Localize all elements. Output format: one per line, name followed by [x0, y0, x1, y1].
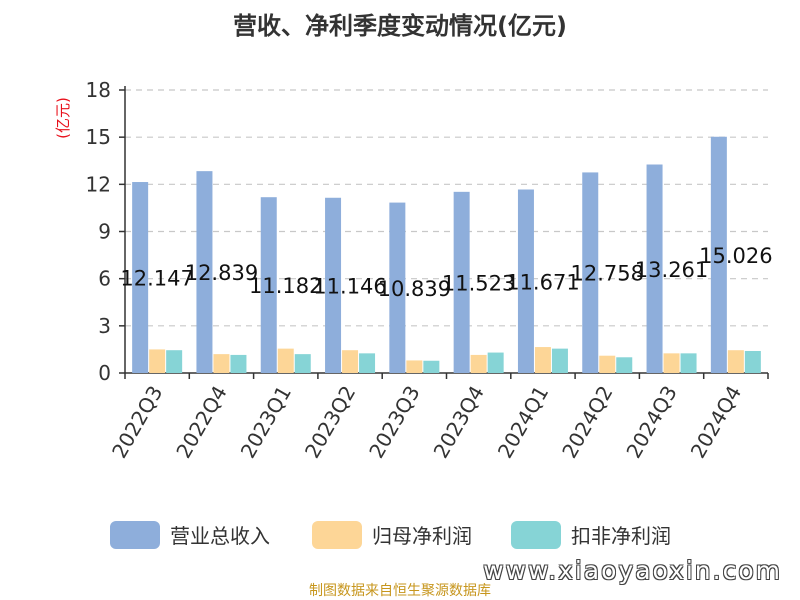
bar-营业总收入-2023Q1 — [260, 197, 277, 373]
source-note: 制图数据来自恒生聚源数据库 — [309, 583, 491, 599]
bar-营业总收入-2022Q3 — [132, 182, 149, 373]
bar-扣非净利润-2024Q1 — [551, 348, 568, 373]
data-labels: 12.14712.83911.18211.14610.83911.52311.6… — [120, 244, 772, 301]
y-tick-label: 12 — [86, 172, 111, 196]
bar-扣非净利润-2023Q1 — [294, 354, 311, 373]
data-label: 15.026 — [699, 244, 772, 268]
legend-swatch — [312, 521, 362, 549]
bar-扣非净利润-2023Q3 — [423, 360, 440, 373]
bar-营业总收入-2023Q3 — [389, 202, 406, 373]
data-label: 11.182 — [249, 274, 322, 298]
bar-归母净利润-2023Q4 — [470, 354, 487, 373]
bar-营业总收入-2024Q3 — [646, 164, 663, 373]
x-tick-label: 2024Q3 — [621, 382, 681, 463]
bar-归母净利润-2023Q1 — [277, 348, 294, 373]
bar-归母净利润-2023Q2 — [342, 350, 359, 373]
data-label: 11.146 — [313, 274, 386, 298]
legend-label: 归母净利润 — [372, 524, 472, 548]
bar-归母净利润-2024Q2 — [599, 355, 616, 373]
x-tick-label: 2022Q3 — [107, 382, 167, 463]
legend: 营业总收入 归母净利润 扣非净利润 — [110, 521, 671, 549]
bar-营业总收入-2023Q2 — [325, 197, 342, 373]
data-label: 13.261 — [635, 258, 708, 282]
bar-营业总收入-2024Q1 — [517, 189, 534, 373]
x-tick-label: 2023Q2 — [300, 382, 360, 463]
bar-扣非净利润-2022Q4 — [230, 354, 247, 373]
data-label: 10.839 — [378, 277, 451, 301]
data-label: 11.523 — [442, 271, 515, 295]
data-label: 12.839 — [185, 261, 258, 285]
bar-归母净利润-2022Q3 — [149, 349, 166, 373]
data-label: 12.758 — [571, 262, 644, 286]
y-tick-label: 3 — [98, 314, 111, 338]
bar-扣非净利润-2024Q3 — [680, 353, 697, 373]
data-label: 11.671 — [506, 270, 579, 294]
x-tick-label: 2023Q3 — [364, 382, 424, 463]
bar-扣非净利润-2023Q2 — [359, 353, 376, 373]
data-label: 12.147 — [120, 267, 193, 291]
bar-营业总收入-2024Q4 — [710, 136, 727, 373]
bar-营业总收入-2024Q2 — [582, 172, 599, 373]
legend-swatch — [110, 521, 160, 549]
chart-title: 营收、净利季度变动情况(亿元) — [233, 12, 567, 40]
x-tick-label: 2023Q1 — [236, 382, 296, 463]
bar-归母净利润-2024Q4 — [727, 350, 744, 373]
y-tick-label: 18 — [86, 78, 111, 102]
x-tick-label: 2024Q2 — [557, 382, 617, 463]
bar-营业总收入-2022Q4 — [196, 171, 213, 373]
y-axis-unit-label: (亿元) — [54, 97, 72, 139]
bar-归母净利润-2022Q4 — [213, 354, 230, 373]
y-tick-label: 6 — [98, 267, 111, 291]
x-tick-label: 2022Q4 — [171, 382, 231, 463]
y-tick-label: 9 — [98, 220, 111, 244]
y-tick-label: 15 — [86, 125, 111, 149]
y-tick-label: 0 — [98, 361, 111, 385]
bar-扣非净利润-2024Q4 — [744, 350, 761, 373]
bar-扣非净利润-2022Q3 — [166, 350, 183, 373]
legend-label: 扣非净利润 — [571, 524, 671, 548]
legend-swatch — [511, 521, 561, 549]
bar-归母净利润-2024Q1 — [534, 347, 551, 373]
grid-lines — [125, 89, 768, 327]
x-tick-label: 2024Q1 — [493, 382, 553, 463]
bar-归母净利润-2024Q3 — [663, 353, 680, 373]
bar-营业总收入-2023Q4 — [453, 191, 470, 373]
legend-label: 营业总收入 — [170, 524, 270, 548]
bars — [132, 136, 761, 373]
bar-扣非净利润-2023Q4 — [487, 352, 504, 373]
bar-扣非净利润-2024Q2 — [616, 357, 633, 373]
x-tick-label: 2024Q4 — [686, 382, 746, 463]
watermark: www.xiaoyaoxin.com — [483, 556, 782, 585]
x-tick-label: 2023Q4 — [429, 382, 489, 463]
bar-归母净利润-2023Q3 — [406, 360, 423, 373]
